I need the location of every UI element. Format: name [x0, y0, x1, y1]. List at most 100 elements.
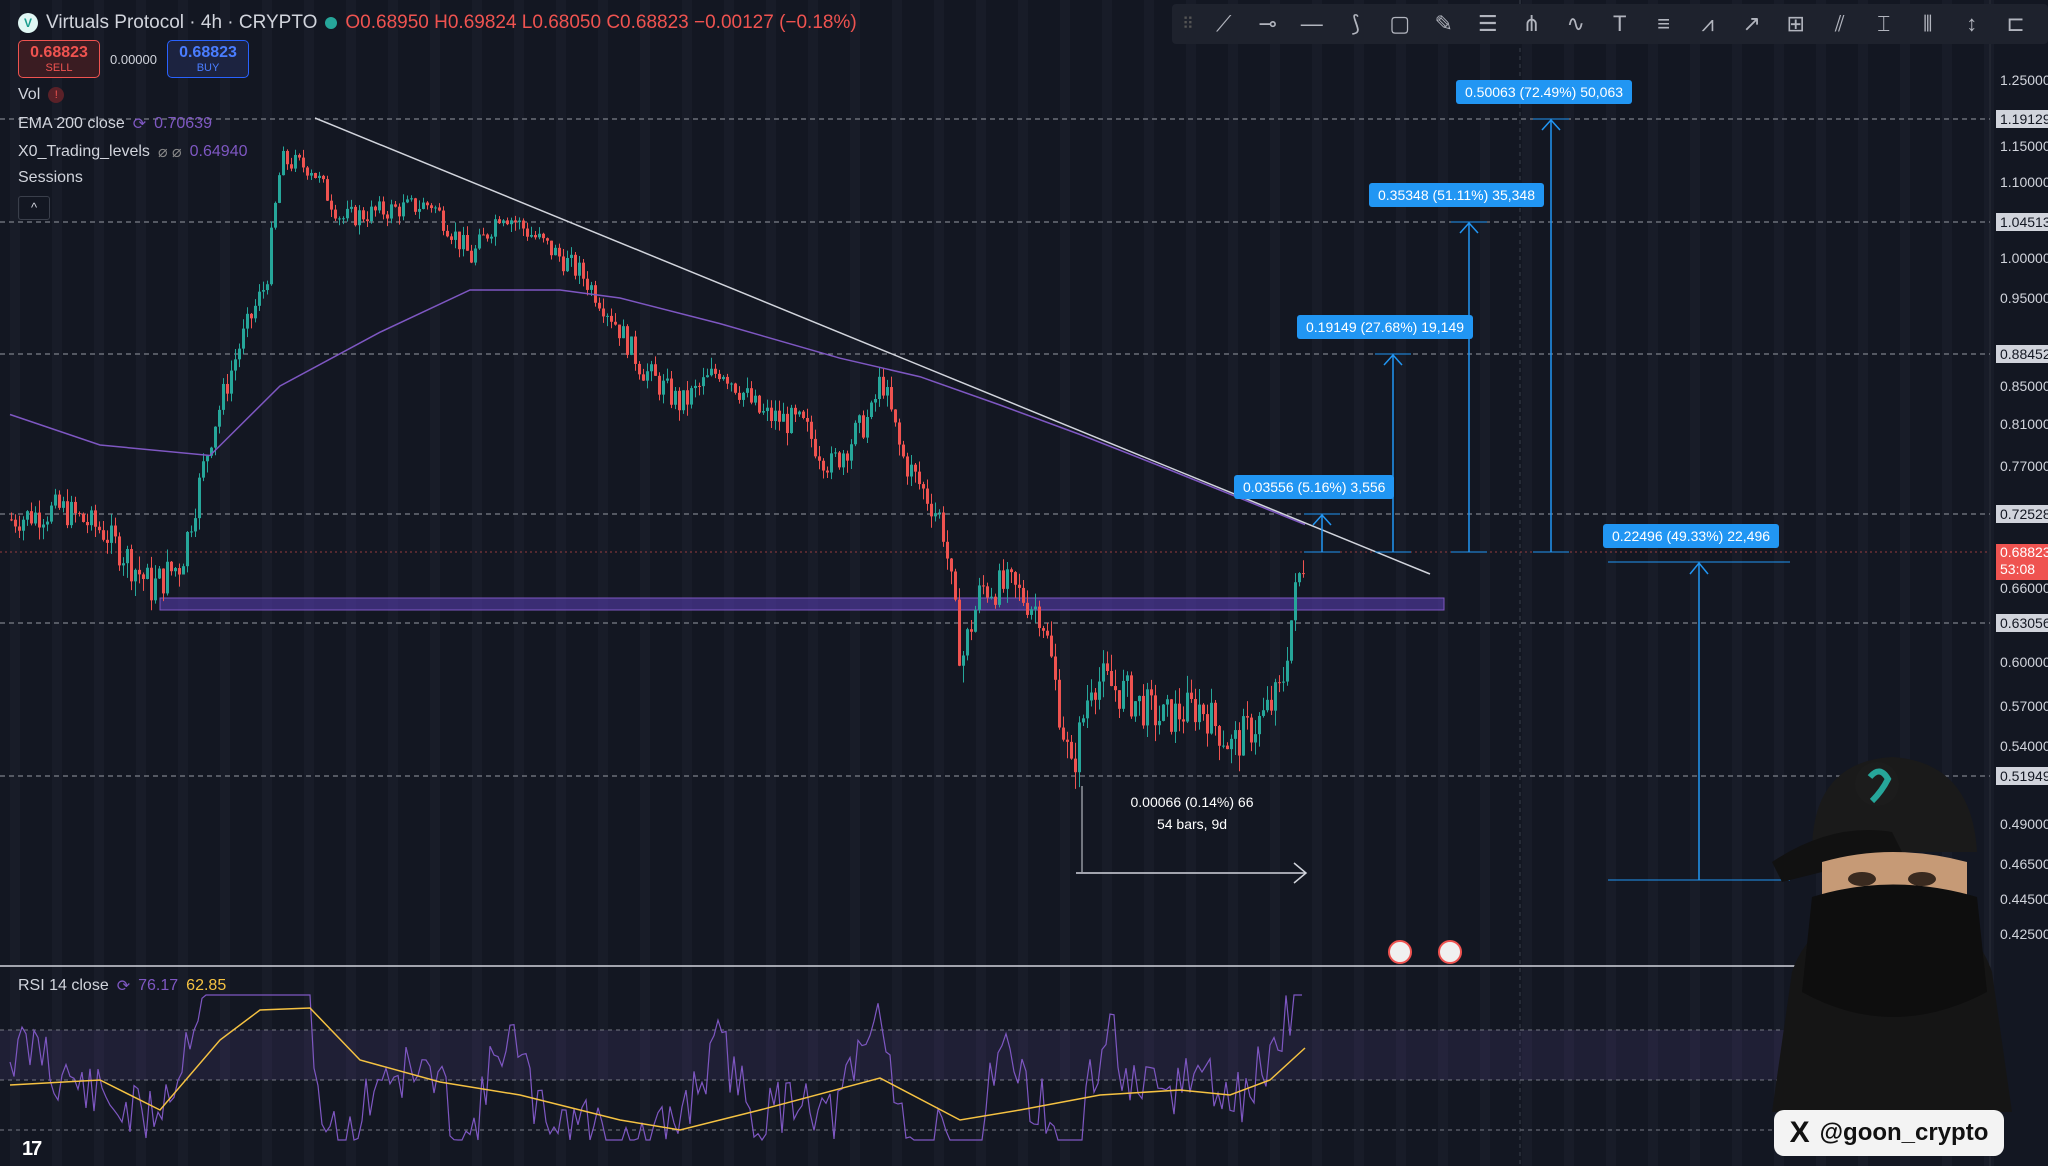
candle-body [330, 200, 333, 210]
session-stripe [52, 0, 62, 1166]
candle-body [214, 426, 217, 448]
session-stripe [1942, 0, 1952, 1166]
current-price-label: 0.68823 53:08 [1996, 544, 2048, 580]
candle-body [810, 421, 813, 439]
descending-trendline[interactable] [314, 117, 1431, 575]
collapse-indicators-button[interactable]: ^ [18, 196, 50, 220]
candle-body [310, 172, 313, 176]
price-tick-label: 0.46500 [2000, 856, 2048, 872]
candle-body [1126, 675, 1129, 681]
session-stripe [304, 0, 314, 1166]
indicator-vol[interactable]: Vol ! [18, 86, 65, 104]
candles-icon[interactable]: ⫴ [1923, 11, 1933, 36]
trendline[interactable] [314, 117, 1431, 575]
indicator-x0[interactable]: X0_Trading_levels ⌀ ⌀ 0.64940 [18, 143, 248, 161]
candle-body [198, 477, 201, 519]
tradingview-logo-icon[interactable]: 17 [22, 1138, 42, 1160]
candle-body [622, 326, 625, 339]
candle-body [854, 422, 857, 445]
candle-body [834, 452, 837, 454]
measure-label[interactable]: 0.03556 (5.16%) 3,556 [1234, 475, 1395, 499]
candle-body [1122, 680, 1125, 709]
candle-body [1202, 704, 1205, 715]
candle-body [978, 585, 981, 610]
measure-label[interactable]: 0.22496 (49.33%) 22,496 [1603, 524, 1780, 548]
candle-body [250, 313, 253, 319]
drag-handle-icon[interactable]: ⠿ [1182, 16, 1195, 33]
candle-body [638, 363, 641, 375]
rsi-legend[interactable]: RSI 14 close ⟳ 76.17 62.85 [18, 977, 227, 995]
candle-body [358, 210, 361, 226]
date-range-icon[interactable]: ⊞ [1786, 11, 1805, 36]
candle-body [366, 219, 369, 222]
candle-body [722, 376, 725, 380]
pattern-icon[interactable]: ⩘ [1701, 11, 1714, 36]
us-event-flag-icon[interactable] [1438, 940, 1462, 964]
candle-body [222, 383, 225, 410]
buy-button[interactable]: 0.68823 BUY [167, 40, 249, 78]
candle-body [742, 392, 745, 400]
candle-body [698, 385, 701, 387]
candle-body [582, 262, 585, 279]
candle-body [674, 390, 677, 405]
horizontal-ray-icon[interactable]: ⊸ [1258, 11, 1277, 36]
candle-body [818, 456, 821, 461]
pitchfork-icon[interactable]: ⋔ [1522, 11, 1541, 36]
candle-body [346, 208, 349, 219]
rectangle-icon[interactable]: ▢ [1389, 11, 1411, 36]
symbol-title[interactable]: Virtuals Protocol · 4h · CRYPTO [46, 12, 318, 33]
trend-line-icon[interactable]: ⟋ [1216, 11, 1232, 36]
candle-body [90, 510, 93, 526]
elliott-wave-icon[interactable]: ∿ [1566, 11, 1585, 36]
fib-retracement-icon[interactable]: ☰ [1477, 11, 1498, 36]
measure-arrows[interactable] [1076, 118, 1790, 884]
session-stripe [892, 0, 902, 1166]
candle-body [126, 549, 129, 564]
sell-button[interactable]: 0.68823 SELL [18, 40, 100, 78]
us-event-flag-icon[interactable] [1388, 940, 1412, 964]
candle-body [554, 247, 557, 256]
path-icon[interactable]: ⟆ [1351, 11, 1361, 36]
fib-channel-icon[interactable]: ≡ [1657, 11, 1671, 36]
measure-label[interactable]: 0.19149 (27.68%) 19,149 [1297, 315, 1474, 339]
price-tick-label: 0.49000 [2000, 816, 2048, 832]
candle-body [162, 568, 165, 594]
candle-body [194, 518, 197, 532]
candle-body [486, 234, 489, 239]
candle-body [266, 284, 269, 291]
parallel-channel-icon[interactable]: ⫽ [1834, 11, 1845, 36]
candle-body [282, 150, 285, 176]
trade-buttons: 0.68823 SELL 0.00000 0.68823 BUY [18, 40, 249, 78]
measure-label[interactable]: 0.35348 (51.11%) 35,348 [1369, 183, 1544, 207]
measure-label[interactable]: 0.50063 (72.49%) 50,063 [1456, 80, 1633, 104]
candle-body [230, 370, 233, 394]
candle-body [866, 416, 869, 438]
indicator-sessions[interactable]: Sessions [18, 169, 83, 186]
indicator-ema[interactable]: EMA 200 close ⟳ 0.70639 [18, 115, 212, 133]
candle-body [714, 368, 717, 374]
price-tick-label: 0.85000 [2000, 378, 2048, 394]
sync-icon: ⟳ [116, 978, 131, 995]
cursor-icon[interactable]: ↕ [1966, 11, 1978, 36]
level-price-label: 0.51949 [1996, 767, 2048, 785]
candle-body [690, 388, 693, 405]
candle-body [1254, 734, 1257, 743]
candle-body [146, 567, 149, 579]
brush-icon[interactable]: ✎ [1434, 11, 1453, 36]
price-range-icon[interactable]: ⌶ [1877, 11, 1891, 36]
candle-body [1278, 682, 1281, 684]
text-icon[interactable]: T [1612, 11, 1627, 36]
candle-body [626, 326, 629, 355]
error-icon[interactable]: ! [48, 87, 65, 103]
candle-body [1230, 738, 1233, 750]
ray-icon[interactable]: ↗ [1742, 11, 1761, 36]
candle-body [302, 157, 305, 168]
candle-body [1106, 663, 1109, 671]
candle-body [506, 220, 509, 225]
long-position-icon[interactable]: ⊏ [2006, 11, 2025, 36]
candle-body [50, 505, 53, 522]
horizontal-line-icon[interactable]: — [1300, 11, 1323, 36]
candle-body [826, 470, 829, 473]
candle-body [822, 460, 825, 471]
